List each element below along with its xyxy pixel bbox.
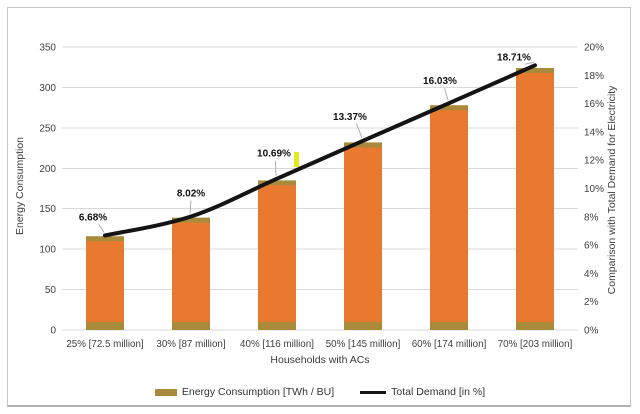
- x-tick-label: 60% [174 million]: [412, 339, 487, 350]
- line-series: [103, 63, 537, 238]
- bar: [172, 222, 210, 322]
- y-right-tick-label: 8%: [584, 212, 599, 223]
- x-tick-label: 30% [87 million]: [156, 339, 225, 350]
- bar-swatch-icon: [154, 388, 177, 396]
- y-left-tick-label: 200: [39, 164, 56, 175]
- y-left-tick-label: 300: [39, 83, 56, 94]
- legend-item-energy-consumption: Energy Consumption [TWh / BU]: [154, 386, 335, 398]
- y-right-tick-label: 20%: [584, 43, 604, 54]
- x-tick-label: 70% [203 million]: [498, 339, 573, 350]
- bar: [430, 110, 468, 323]
- data-label-leader-line: [98, 224, 105, 233]
- x-tick-label: 50% [145 million]: [326, 339, 401, 350]
- y-right-tick-label: 2%: [584, 297, 599, 308]
- y-right-tick-label: 6%: [584, 241, 599, 252]
- data-label: 10.69%: [257, 149, 291, 160]
- bar: [344, 147, 382, 322]
- y-right-tick-label: 16%: [584, 99, 604, 110]
- bar: [516, 73, 554, 322]
- legend-label-total-demand: Total Demand [in %]: [391, 386, 486, 398]
- data-label-leader-line: [189, 200, 192, 214]
- chart-legend: Energy Consumption [TWh / BU] Total Dema…: [0, 383, 640, 401]
- y-left-tick-label: 50: [45, 285, 57, 296]
- y-right-tick-label: 14%: [584, 127, 604, 138]
- line-swatch-icon: [360, 390, 387, 394]
- data-label: 18.71%: [497, 52, 531, 63]
- data-label: 16.03%: [423, 76, 457, 87]
- y-left-tick-label: 150: [39, 204, 56, 215]
- y-left-tick-label: 350: [39, 43, 56, 54]
- data-label: 8.02%: [177, 189, 205, 200]
- bar: [258, 185, 296, 322]
- y-right-tick-label: 12%: [584, 156, 604, 167]
- legend-label-energy-consumption: Energy Consumption [TWh / BU]: [181, 386, 335, 398]
- bar: [86, 241, 124, 322]
- y-right-tick-label: 18%: [584, 71, 604, 82]
- y-right-tick-label: 4%: [584, 269, 599, 280]
- y-axis-right-title: Comparison with Total Demand for Electri…: [606, 85, 618, 295]
- y-axis-left-title: Energy Consumption: [14, 136, 26, 236]
- data-label-leader-line: [356, 123, 363, 138]
- data-label: 6.68%: [79, 212, 107, 223]
- x-tick-label: 40% [116 million]: [240, 339, 314, 350]
- y-left-tick-label: 100: [39, 245, 56, 256]
- y-right-tick-label: 10%: [584, 184, 604, 195]
- data-label-leader-line: [524, 61, 535, 65]
- data-label-leader-line: [275, 160, 277, 176]
- x-tick-label: 25% [72.5 million]: [66, 339, 144, 350]
- stray-highlight-mark: [294, 152, 299, 167]
- x-axis-title: Households with ACs: [270, 354, 370, 366]
- data-label: 13.37%: [333, 112, 367, 123]
- y-left-tick-label: 250: [39, 123, 56, 134]
- y-left-tick-label: 0: [50, 326, 56, 337]
- data-label-leader-line: [444, 88, 449, 101]
- legend-item-total-demand: Total Demand [in %]: [360, 386, 485, 398]
- y-right-tick-label: 0%: [584, 326, 599, 337]
